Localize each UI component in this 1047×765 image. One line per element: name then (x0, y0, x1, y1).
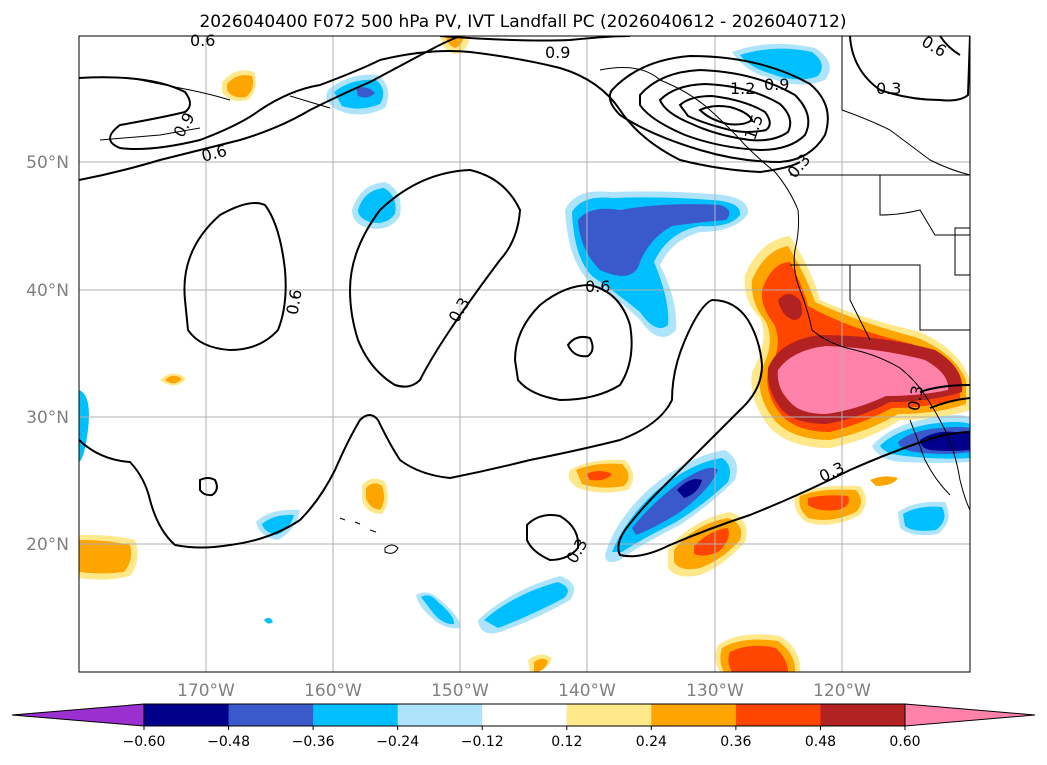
figure-title: 2026040400 F072 500 hPa PV, IVT Landfall… (199, 12, 846, 32)
contour-label: 0.6 (585, 277, 610, 296)
latitude-labels: 50°N 40°N 30°N 20°N (26, 153, 69, 555)
colorbar-segment (397, 704, 483, 726)
lat-label-30n: 30°N (26, 408, 69, 428)
colorbar-tick-label: 0.48 (805, 734, 836, 750)
colorbar-tick-label: 0.24 (636, 734, 667, 750)
colorbar-tick-label: −0.36 (292, 734, 335, 750)
colorbar-frame (143, 703, 906, 727)
colorbar-segment (482, 704, 568, 726)
contour-label: 0.6 (190, 31, 215, 50)
lon-label-140w: 140°W (558, 681, 616, 701)
graticule (79, 36, 970, 672)
contour-label: 0.3 (904, 384, 927, 412)
shading-layer (79, 36, 970, 672)
colorbar-segment (313, 704, 399, 726)
contour-label: 0.6 (283, 288, 306, 316)
lon-label-160w: 160°W (304, 681, 362, 701)
pv-contours (79, 36, 970, 562)
contour-label: 1.2 (730, 79, 755, 98)
colorbar-segment (228, 704, 314, 726)
colorbar-segment (651, 704, 737, 726)
colorbar-tick-label: −0.24 (376, 734, 419, 750)
map-frame (78, 35, 971, 673)
colorbar-segment (144, 704, 230, 726)
longitude-labels: 170°W 160°W 150°W 140°W 130°W 120°W (177, 681, 871, 701)
lon-label-130w: 130°W (686, 681, 744, 701)
lon-label-150w: 150°W (431, 681, 489, 701)
colorbar-segment (735, 704, 821, 726)
contour-label: 0.3 (876, 79, 901, 98)
colorbar-extend-high (904, 703, 1036, 727)
colorbar-tick-label: 0.12 (551, 734, 582, 750)
lat-label-50n: 50°N (26, 153, 69, 173)
colorbar-tick-label: −0.12 (461, 734, 504, 750)
lon-label-170w: 170°W (177, 681, 235, 701)
contour-label: 0.9 (545, 43, 570, 62)
colorbar: −0.60 −0.48 −0.36 −0.24 −0.12 0.12 0.24 0.36 0.4… (11, 703, 1036, 750)
colorbar-tick-label: 0.36 (720, 734, 751, 750)
colorbar-tick-label: −0.60 (123, 734, 166, 750)
colorbar-segment (820, 704, 906, 726)
coastlines (79, 36, 970, 554)
colorbar-tick-label: −0.48 (207, 734, 250, 750)
lon-label-120w: 120°W (813, 681, 871, 701)
lat-label-40n: 40°N (26, 281, 69, 301)
colorbar-extend-low (11, 703, 145, 727)
lat-label-20n: 20°N (26, 535, 69, 555)
colorbar-tick-label: 0.60 (889, 734, 920, 750)
contour-label: 0.9 (764, 75, 789, 94)
colorbar-segment (566, 704, 652, 726)
